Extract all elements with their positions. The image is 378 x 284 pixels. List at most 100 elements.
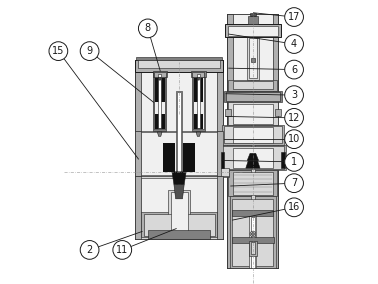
Text: 10: 10 bbox=[288, 134, 300, 144]
Circle shape bbox=[285, 8, 304, 26]
Bar bbox=[247, 37, 259, 80]
Polygon shape bbox=[196, 132, 201, 136]
Bar bbox=[197, 74, 200, 128]
Polygon shape bbox=[174, 185, 184, 199]
Bar bbox=[224, 126, 282, 143]
Bar bbox=[224, 91, 282, 102]
Bar bbox=[135, 131, 223, 176]
Bar bbox=[154, 72, 166, 77]
Bar bbox=[219, 145, 287, 170]
Bar bbox=[135, 60, 223, 239]
Bar bbox=[135, 60, 141, 239]
Bar bbox=[249, 38, 257, 78]
Bar bbox=[144, 214, 215, 236]
Bar bbox=[228, 26, 278, 36]
Bar bbox=[135, 176, 141, 239]
Circle shape bbox=[285, 108, 304, 127]
Bar bbox=[249, 241, 257, 256]
Text: 12: 12 bbox=[288, 113, 300, 123]
Circle shape bbox=[251, 233, 254, 235]
Circle shape bbox=[285, 198, 304, 217]
Bar bbox=[153, 72, 166, 131]
Bar bbox=[273, 14, 279, 268]
Bar bbox=[222, 146, 284, 169]
Bar bbox=[227, 14, 279, 268]
Text: 2: 2 bbox=[87, 245, 93, 255]
Bar bbox=[176, 91, 183, 199]
Bar bbox=[163, 143, 175, 172]
Bar bbox=[155, 114, 164, 129]
Bar bbox=[233, 127, 273, 143]
Circle shape bbox=[138, 19, 157, 38]
Text: 4: 4 bbox=[291, 39, 297, 49]
Bar bbox=[141, 212, 217, 237]
Bar bbox=[233, 81, 273, 89]
Bar bbox=[183, 143, 195, 172]
Bar bbox=[250, 13, 256, 16]
Bar bbox=[220, 152, 225, 168]
Bar bbox=[138, 60, 220, 68]
Text: 15: 15 bbox=[52, 46, 65, 56]
Circle shape bbox=[285, 130, 304, 149]
Bar bbox=[232, 237, 274, 243]
Bar bbox=[217, 131, 223, 176]
Bar bbox=[217, 176, 223, 239]
Bar bbox=[251, 217, 255, 268]
Bar bbox=[232, 210, 273, 216]
Bar bbox=[225, 24, 281, 37]
Polygon shape bbox=[197, 77, 200, 80]
Bar bbox=[135, 131, 141, 176]
Bar bbox=[194, 114, 203, 129]
Circle shape bbox=[285, 60, 304, 79]
Bar bbox=[251, 242, 255, 254]
Circle shape bbox=[285, 86, 304, 105]
Text: 9: 9 bbox=[87, 46, 93, 56]
Bar bbox=[135, 176, 223, 239]
Bar bbox=[141, 178, 217, 236]
Bar bbox=[194, 78, 203, 102]
Bar bbox=[192, 72, 205, 131]
Text: 3: 3 bbox=[291, 90, 297, 100]
Text: 6: 6 bbox=[291, 64, 297, 75]
Circle shape bbox=[285, 153, 304, 171]
Polygon shape bbox=[158, 77, 161, 80]
Bar bbox=[168, 190, 191, 235]
Circle shape bbox=[49, 42, 68, 60]
Bar bbox=[192, 72, 204, 77]
Bar bbox=[148, 230, 210, 239]
Text: 17: 17 bbox=[288, 12, 300, 22]
Bar bbox=[222, 168, 229, 176]
Bar bbox=[226, 92, 280, 101]
Bar bbox=[233, 104, 273, 124]
Bar bbox=[170, 192, 187, 233]
Bar bbox=[228, 102, 278, 125]
Text: 1: 1 bbox=[291, 157, 297, 167]
Bar bbox=[233, 148, 273, 168]
Polygon shape bbox=[246, 160, 260, 168]
Circle shape bbox=[250, 231, 256, 237]
Circle shape bbox=[285, 174, 304, 193]
Bar bbox=[232, 199, 273, 266]
Bar bbox=[251, 14, 255, 268]
Bar bbox=[193, 74, 204, 129]
Bar bbox=[153, 71, 167, 77]
Circle shape bbox=[113, 241, 132, 259]
Bar bbox=[141, 60, 217, 239]
Bar bbox=[135, 60, 223, 72]
Bar bbox=[228, 170, 277, 196]
Bar bbox=[233, 172, 273, 195]
Text: 16: 16 bbox=[288, 202, 300, 212]
Text: 8: 8 bbox=[145, 23, 151, 34]
Bar bbox=[227, 14, 233, 268]
Text: 7: 7 bbox=[291, 178, 297, 188]
Circle shape bbox=[80, 241, 99, 259]
Bar bbox=[249, 212, 256, 268]
Bar bbox=[136, 57, 222, 60]
Circle shape bbox=[285, 35, 304, 53]
Bar bbox=[158, 74, 161, 128]
Bar bbox=[251, 58, 255, 62]
Bar bbox=[141, 132, 217, 175]
Bar bbox=[248, 16, 258, 24]
Bar bbox=[155, 78, 164, 102]
Bar bbox=[217, 60, 223, 239]
